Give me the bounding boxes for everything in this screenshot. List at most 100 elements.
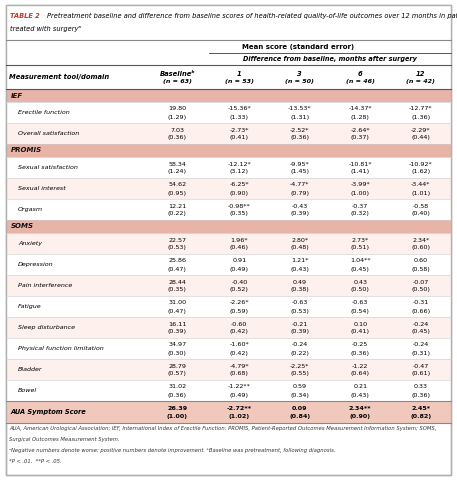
Text: (0.58): (0.58) — [411, 266, 430, 272]
Text: -0.43: -0.43 — [292, 204, 308, 208]
Text: -0.40: -0.40 — [231, 279, 248, 285]
Text: Sexual satisfaction: Sexual satisfaction — [18, 165, 78, 170]
Text: (0.45): (0.45) — [351, 266, 370, 272]
Text: (n = 46): (n = 46) — [346, 80, 375, 84]
Text: -0.37: -0.37 — [352, 204, 368, 208]
Text: Pain interference: Pain interference — [18, 283, 72, 288]
Text: -2.64*: -2.64* — [351, 128, 370, 132]
Text: IEF: IEF — [11, 93, 23, 98]
Text: (1.28): (1.28) — [351, 115, 370, 120]
Text: Physical function limitation: Physical function limitation — [18, 346, 104, 351]
Text: (0.84): (0.84) — [289, 414, 310, 419]
Text: (0.90): (0.90) — [230, 191, 249, 195]
Text: -13.53*: -13.53* — [288, 107, 312, 111]
Text: (0.53): (0.53) — [290, 309, 309, 313]
Text: -0.63: -0.63 — [352, 300, 368, 305]
Text: 2.34**: 2.34** — [349, 406, 372, 411]
Text: (0.90): (0.90) — [350, 414, 371, 419]
Text: 28.44: 28.44 — [168, 279, 186, 285]
Text: 0.43: 0.43 — [353, 279, 367, 285]
Text: 3: 3 — [298, 71, 302, 77]
Text: (0.30): (0.30) — [168, 350, 186, 356]
Bar — [6, 157, 451, 178]
Text: -10.81*: -10.81* — [349, 161, 372, 167]
Text: 2.45*: 2.45* — [411, 406, 430, 411]
Text: (n = 63): (n = 63) — [163, 80, 191, 84]
Text: AUA Symptom Score: AUA Symptom Score — [10, 409, 86, 415]
Text: (0.36): (0.36) — [411, 393, 430, 397]
Text: 12.21: 12.21 — [168, 204, 186, 208]
Text: -0.25: -0.25 — [352, 343, 368, 348]
Text: (1.33): (1.33) — [230, 115, 249, 120]
Text: SOMS: SOMS — [11, 224, 34, 229]
Text: -0.58: -0.58 — [413, 204, 429, 208]
Text: (0.45): (0.45) — [411, 329, 430, 335]
Text: PROMIS: PROMIS — [11, 147, 42, 154]
Text: -1.22: -1.22 — [352, 363, 368, 369]
Text: 31.02: 31.02 — [168, 384, 186, 389]
Text: Fatigue: Fatigue — [18, 304, 42, 309]
Text: (0.79): (0.79) — [290, 191, 309, 195]
Text: -0.98**: -0.98** — [228, 204, 251, 208]
Text: Anxiety: Anxiety — [18, 241, 42, 246]
Text: 19.80: 19.80 — [168, 107, 186, 111]
Text: 26.39: 26.39 — [167, 406, 187, 411]
Text: Bladder: Bladder — [18, 367, 43, 372]
Text: (0.95): (0.95) — [168, 191, 187, 195]
Bar — [6, 401, 451, 423]
Text: 58.34: 58.34 — [168, 161, 186, 167]
Text: *P < .01.  **P < .05.: *P < .01. **P < .05. — [9, 459, 62, 464]
Text: 0.49: 0.49 — [293, 279, 307, 285]
Text: (0.57): (0.57) — [168, 372, 186, 376]
Text: (0.54): (0.54) — [351, 309, 370, 313]
Bar — [6, 254, 451, 275]
Text: (1.36): (1.36) — [411, 115, 430, 120]
Text: 28.79: 28.79 — [168, 363, 186, 369]
Text: -14.37*: -14.37* — [349, 107, 372, 111]
Text: Overall satisfaction: Overall satisfaction — [18, 131, 79, 136]
Bar — [6, 123, 451, 144]
Text: 22.57: 22.57 — [168, 238, 186, 242]
Text: -2.29*: -2.29* — [411, 128, 430, 132]
Text: (0.61): (0.61) — [411, 372, 430, 376]
Text: -12.12*: -12.12* — [228, 161, 251, 167]
Text: 0.09: 0.09 — [292, 406, 308, 411]
Text: -0.07: -0.07 — [413, 279, 429, 285]
Text: 0.10: 0.10 — [353, 322, 367, 326]
Text: -0.47: -0.47 — [413, 363, 429, 369]
Text: (0.60): (0.60) — [411, 245, 430, 251]
Text: (1.45): (1.45) — [290, 169, 309, 175]
Text: -15.36*: -15.36* — [228, 107, 251, 111]
Text: (0.68): (0.68) — [230, 372, 249, 376]
Text: (0.22): (0.22) — [290, 350, 309, 356]
Text: (1.01): (1.01) — [411, 191, 430, 195]
Bar — [6, 233, 451, 254]
Text: treated with surgeryᵃ: treated with surgeryᵃ — [10, 26, 81, 32]
Text: -2.25*: -2.25* — [290, 363, 309, 369]
Text: 34.97: 34.97 — [168, 343, 186, 348]
Text: -0.60: -0.60 — [231, 322, 248, 326]
Text: Difference from baseline, months after surgery: Difference from baseline, months after s… — [243, 56, 417, 62]
Text: (1.29): (1.29) — [168, 115, 187, 120]
Text: 54.62: 54.62 — [168, 182, 186, 188]
Text: Measurement tool/domain: Measurement tool/domain — [9, 74, 109, 80]
Text: -0.63: -0.63 — [292, 300, 308, 305]
Text: -2.26*: -2.26* — [229, 300, 249, 305]
Bar — [6, 144, 451, 157]
Text: -12.77*: -12.77* — [409, 107, 433, 111]
Text: 0.60: 0.60 — [414, 259, 428, 264]
Bar — [6, 317, 451, 338]
Text: (0.64): (0.64) — [351, 372, 370, 376]
Text: -9.95*: -9.95* — [290, 161, 310, 167]
Text: Pretreatment baseline and difference from baseline scores of health-related qual: Pretreatment baseline and difference fro… — [47, 12, 457, 19]
Text: Orgasm: Orgasm — [18, 207, 43, 212]
Text: (n = 50): (n = 50) — [285, 80, 314, 84]
Text: (0.36): (0.36) — [168, 393, 187, 397]
Text: (1.31): (1.31) — [290, 115, 309, 120]
Text: (0.42): (0.42) — [230, 329, 249, 335]
Bar — [6, 199, 451, 220]
Text: ᵃNegative numbers denote worse; positive numbers denote improvement. ᵇBaseline w: ᵃNegative numbers denote worse; positive… — [9, 448, 335, 453]
Text: (0.32): (0.32) — [351, 212, 370, 216]
Text: 25.86: 25.86 — [168, 259, 186, 264]
Text: (0.47): (0.47) — [168, 266, 186, 272]
